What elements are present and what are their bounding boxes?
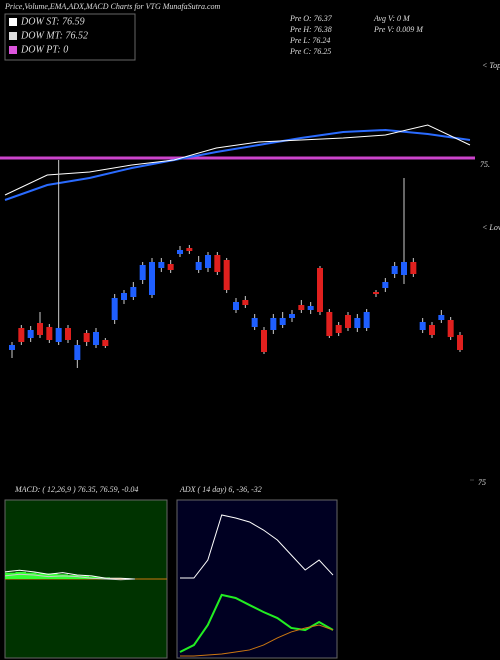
candle-body bbox=[307, 306, 314, 310]
hist-bar bbox=[57, 574, 68, 579]
candle-body bbox=[251, 318, 258, 327]
hist-bar bbox=[89, 576, 100, 579]
adx-line bbox=[180, 514, 334, 579]
candle-body bbox=[298, 305, 305, 310]
candle-body bbox=[214, 255, 221, 272]
hist-bar bbox=[5, 572, 16, 579]
candle-body bbox=[223, 260, 230, 290]
info: Pre L: 76.24 bbox=[289, 36, 330, 45]
candle-body bbox=[9, 345, 15, 350]
candle-body bbox=[167, 264, 174, 270]
candle-body bbox=[317, 268, 323, 312]
candle-body bbox=[363, 312, 370, 328]
candle-body bbox=[130, 287, 137, 297]
candle-body bbox=[391, 266, 398, 274]
hist-bar bbox=[15, 571, 26, 579]
hist-bar bbox=[26, 572, 37, 579]
legend-swatch bbox=[9, 46, 17, 54]
candle-body bbox=[121, 293, 127, 300]
legend-label: DOW ST: 76.59 bbox=[20, 16, 85, 27]
panel-title: MACD: ( 12,26,9 ) 76.35, 76.59, -0.04 bbox=[14, 485, 138, 494]
candle-body bbox=[158, 262, 165, 268]
candle-body bbox=[279, 318, 286, 325]
adx-line bbox=[180, 624, 334, 657]
candle-body bbox=[354, 318, 361, 328]
annotation: 75. bbox=[480, 160, 490, 169]
macd-line bbox=[4, 573, 136, 581]
ema-line bbox=[4, 128, 471, 201]
candle-body bbox=[55, 328, 62, 342]
legend-swatch bbox=[9, 32, 17, 40]
legend-box bbox=[4, 13, 136, 61]
info: Pre C: 76.25 bbox=[289, 47, 331, 56]
candle-body bbox=[83, 333, 90, 342]
page-title: Price,Volume,EMA,ADX,MACD Charts for VTG… bbox=[4, 2, 221, 11]
candle-body bbox=[65, 328, 71, 340]
annotation: < Tops bbox=[482, 61, 500, 70]
candle-body bbox=[195, 262, 202, 270]
annotation: < Lows bbox=[482, 223, 500, 232]
candle-body bbox=[457, 335, 463, 350]
y-tick-label: 75 bbox=[478, 478, 486, 487]
candle-body bbox=[242, 300, 249, 305]
candle-body bbox=[401, 262, 407, 275]
info: Pre H: 76.38 bbox=[289, 25, 332, 34]
candle-body bbox=[326, 312, 333, 336]
candle-body bbox=[382, 282, 389, 288]
legend-label: DOW PT: 0 bbox=[20, 44, 68, 55]
candle-body bbox=[111, 298, 118, 320]
candle-body bbox=[438, 315, 445, 320]
info: Avg V: 0 M bbox=[373, 14, 411, 23]
candle-body bbox=[149, 262, 155, 295]
legend-label: DOW MT: 76.52 bbox=[20, 30, 88, 41]
panel-title: ADX ( 14 day) 6, -36, -32 bbox=[179, 485, 262, 494]
candle-body bbox=[177, 250, 183, 254]
hist-bar bbox=[68, 575, 79, 579]
candle-body bbox=[93, 332, 99, 345]
candle-body bbox=[102, 340, 109, 346]
candle-body bbox=[289, 314, 295, 318]
candle-body bbox=[270, 318, 277, 330]
candle-body bbox=[74, 345, 81, 360]
info: Pre O: 76.37 bbox=[289, 14, 333, 23]
ema-line bbox=[4, 124, 471, 196]
candle-body bbox=[429, 325, 435, 335]
adx-line bbox=[179, 593, 334, 653]
info: Pre V: 0.009 M bbox=[373, 25, 424, 34]
candle-body bbox=[447, 320, 454, 337]
candle-body bbox=[139, 265, 146, 280]
candle-body bbox=[410, 262, 417, 274]
candle-body bbox=[37, 323, 43, 335]
candle-body bbox=[261, 330, 267, 352]
candle-body bbox=[373, 292, 379, 294]
candle-body bbox=[18, 328, 25, 342]
legend-swatch bbox=[9, 18, 17, 26]
candle-body bbox=[345, 315, 351, 328]
macd-line bbox=[4, 569, 136, 580]
candle-body bbox=[233, 302, 239, 310]
candle-body bbox=[46, 327, 53, 340]
candle-body bbox=[27, 330, 34, 338]
candle-body bbox=[419, 322, 426, 330]
candle-body bbox=[186, 248, 193, 251]
candle-body bbox=[335, 325, 342, 333]
candle-body bbox=[205, 255, 211, 268]
